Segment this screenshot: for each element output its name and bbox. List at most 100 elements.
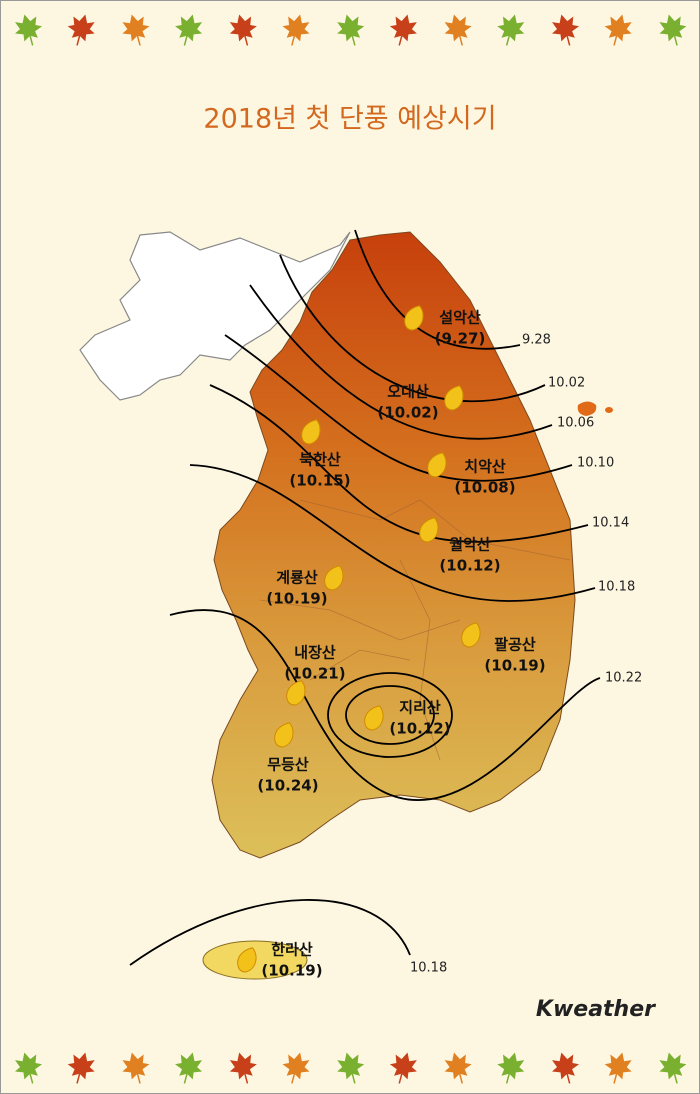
mountain-name: 월악산 — [449, 536, 491, 554]
province-borders — [259, 499, 571, 761]
mountain-leaf — [444, 385, 464, 411]
isoline — [169, 609, 601, 801]
mountain-date: (10.24) — [257, 777, 318, 795]
maple-stem — [136, 35, 141, 46]
maple-stem — [505, 1073, 510, 1084]
maple-leaf-shape — [14, 14, 43, 42]
maple-leaf — [444, 1052, 472, 1084]
maple-leaf-shape — [229, 14, 257, 42]
mountain-name: 팔공산 — [494, 636, 536, 654]
maple-leaf — [604, 1052, 632, 1084]
maple-stem — [458, 35, 463, 46]
isoline-label: 10.18 — [410, 961, 447, 976]
mountain-leaf — [274, 722, 294, 748]
isoline-label: 10.14 — [592, 516, 629, 531]
mountain-leaf — [286, 680, 306, 706]
isoline — [249, 284, 553, 440]
maple-leaf-shape — [122, 1052, 150, 1080]
maple-leaf — [497, 14, 525, 46]
mountain-date: (10.12) — [439, 557, 500, 575]
maple-stem — [505, 35, 510, 46]
maple-leaf — [389, 1052, 417, 1084]
maple-leaf-shape — [337, 1052, 365, 1080]
maple-leaf — [551, 14, 580, 46]
maple-leaf-shape — [444, 1052, 472, 1080]
mountain-name: 치악산 — [464, 458, 506, 476]
maple-stem — [398, 35, 403, 46]
maple-leaf-shape — [444, 14, 472, 42]
maple-leaf — [229, 1052, 257, 1084]
mountain-date: (9.27) — [435, 330, 486, 348]
isoline — [209, 384, 589, 543]
mountain-leaf — [237, 947, 257, 973]
mountain-name: 오대산 — [387, 383, 429, 401]
maple-leaf — [659, 1052, 687, 1084]
maple-stem — [244, 35, 249, 46]
mountain-leaf — [404, 305, 424, 331]
maple-leaf-shape — [67, 14, 95, 42]
isoline — [129, 899, 411, 966]
mountain-date: (10.15) — [289, 472, 350, 490]
maple-stem — [244, 1073, 249, 1084]
mountain-name: 설악산 — [439, 309, 481, 327]
isoline-label: 10.18 — [598, 580, 635, 595]
maple-leaf-shape — [659, 1052, 687, 1080]
maple-stem — [291, 1073, 296, 1084]
maple-leaf — [337, 14, 365, 46]
mountain-date: (10.19) — [266, 590, 327, 608]
maple-stem — [613, 35, 618, 46]
mountain-date: (10.02) — [377, 404, 438, 422]
mountain-leaf — [461, 622, 481, 648]
maple-leaf — [497, 1052, 525, 1084]
title: 2018년 첫 단풍 예상시기 — [203, 104, 496, 135]
maple-leaf-shape — [175, 14, 203, 42]
mountain-leaf — [427, 452, 447, 478]
isolines — [129, 229, 601, 966]
maple-stem — [183, 1073, 188, 1084]
mountain-date: (10.08) — [454, 479, 515, 497]
mountain-leaf — [324, 565, 344, 591]
maple-leaf — [444, 14, 472, 46]
maple-leaf — [551, 1052, 580, 1084]
maple-leaf-shape — [67, 1052, 95, 1080]
maple-leaf-shape — [389, 1052, 417, 1080]
mountain-leaf — [364, 705, 384, 731]
maple-stem — [29, 1073, 34, 1084]
maple-leaf — [67, 14, 95, 46]
isoline — [279, 254, 546, 403]
maple-stem — [398, 1073, 403, 1084]
maple-leaf — [604, 14, 632, 46]
maple-leaf — [659, 14, 687, 46]
maple-stem — [458, 1073, 463, 1084]
maple-leaf-shape — [389, 14, 417, 42]
mountain-leaf — [301, 419, 321, 445]
isoline — [189, 464, 596, 602]
maple-leaf-shape — [551, 14, 580, 42]
maple-leaf-shape — [551, 1052, 580, 1080]
maple-stem — [29, 35, 34, 46]
maple-stem — [136, 1073, 141, 1084]
maple-leaf-shape — [659, 14, 687, 42]
maple-leaf-shape — [122, 14, 150, 42]
maple-leaf-shape — [14, 1052, 43, 1080]
isoline-label: 10.06 — [557, 416, 594, 431]
maple-leaf — [389, 14, 417, 46]
mountain-date: (10.12) — [389, 720, 450, 738]
maple-leaf-shape — [604, 1052, 632, 1080]
maple-stem — [673, 1073, 678, 1084]
mountain-date: (10.19) — [261, 962, 322, 980]
logo: Kweather — [536, 997, 656, 1022]
mountain-name: 계룡산 — [276, 569, 318, 587]
maple-leaf-shape — [604, 14, 632, 42]
maple-leaf-shape — [282, 1052, 310, 1080]
maple-leaf — [337, 1052, 365, 1084]
isoline — [327, 672, 453, 758]
isoline-label: 9.28 — [522, 333, 551, 348]
maple-stem — [76, 1073, 81, 1084]
isoline-label: 10.22 — [605, 671, 642, 686]
maple-stem — [291, 35, 296, 46]
mountain-name: 지리산 — [399, 699, 441, 717]
maple-leaf-shape — [282, 14, 310, 42]
maple-leaf-shape — [337, 14, 365, 42]
